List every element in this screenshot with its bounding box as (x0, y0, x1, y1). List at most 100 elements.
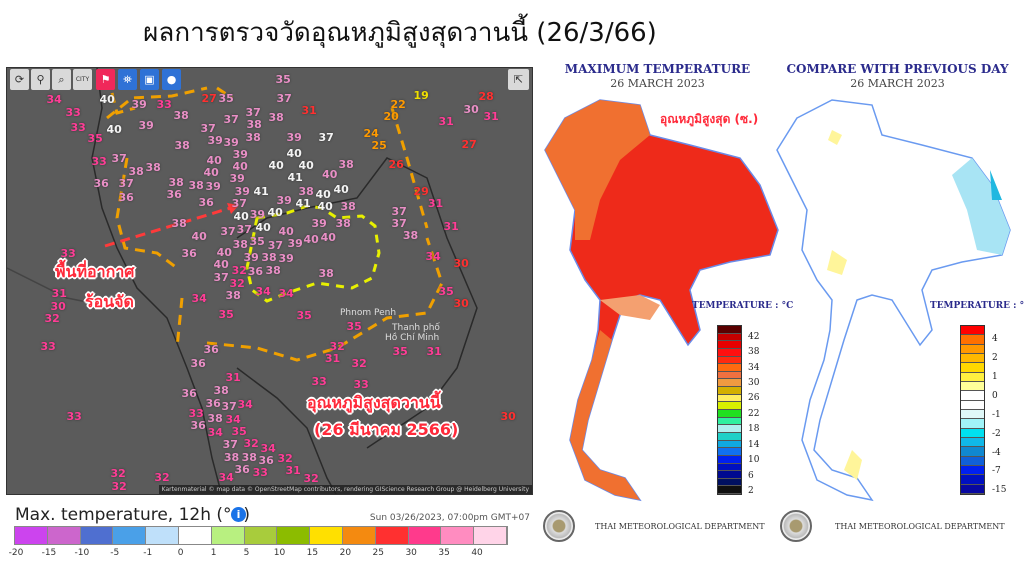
zoom-button[interactable]: ⌕ (52, 69, 71, 90)
station-temperature[interactable]: 30 (500, 409, 516, 423)
station-temperature[interactable]: 37 (111, 151, 127, 165)
station-temperature[interactable]: 39 (234, 185, 250, 198)
station-temperature[interactable]: 40 (216, 245, 232, 259)
station-temperature[interactable]: 37 (223, 112, 239, 126)
station-temperature[interactable]: 33 (70, 120, 86, 134)
station-temperature[interactable]: 38 (245, 130, 261, 144)
station-temperature[interactable]: 37 (118, 176, 134, 190)
station-temperature[interactable]: 35 (249, 235, 265, 249)
station-temperature[interactable]: 37 (231, 197, 247, 211)
station-temperature[interactable]: 36 (190, 356, 206, 370)
location-pin-button[interactable]: ⚲ (31, 69, 50, 90)
station-temperature[interactable]: 38 (268, 110, 284, 124)
station-temperature[interactable]: 33 (91, 154, 107, 168)
station-data-button[interactable]: ▣ (140, 69, 159, 90)
station-temperature[interactable]: 37 (245, 105, 261, 119)
station-temperature[interactable]: 32 (243, 437, 259, 451)
station-temperature[interactable]: 36 (198, 195, 214, 209)
station-temperature[interactable]: 31 (51, 287, 67, 300)
station-temperature[interactable]: 34 (278, 286, 294, 300)
station-temperature[interactable]: 41 (253, 184, 269, 198)
station-temperature[interactable]: 33 (252, 465, 268, 479)
station-temperature[interactable]: 37 (391, 216, 407, 230)
station-temperature[interactable]: 38 (171, 216, 187, 230)
station-temperature[interactable]: 32 (277, 451, 293, 465)
station-temperature[interactable]: 41 (295, 196, 311, 210)
station-temperature[interactable]: 39 (205, 179, 221, 193)
station-temperature[interactable]: 38 (318, 266, 334, 280)
station-temperature[interactable]: 38 (261, 251, 277, 265)
station-temperature[interactable]: 40 (333, 182, 349, 196)
station-temperature[interactable]: 31 (324, 351, 341, 365)
station-temperature[interactable]: 39 (249, 208, 266, 222)
station-temperature[interactable]: 32 (329, 339, 345, 353)
station-temperature[interactable]: 38 (241, 450, 257, 464)
station-temperature[interactable]: 38 (168, 175, 184, 189)
satellite-button[interactable]: ⛯ (118, 69, 137, 90)
station-temperature[interactable]: 38 (232, 238, 248, 252)
station-temperature[interactable]: 32 (111, 479, 127, 493)
station-temperature[interactable]: 38 (265, 263, 281, 277)
station-temperature[interactable]: 33 (40, 339, 56, 353)
station-temperature[interactable]: 32 (231, 264, 247, 277)
station-temperature[interactable]: 31 (285, 464, 301, 478)
station-temperature[interactable]: 38 (174, 138, 190, 152)
station-temperature[interactable]: 40 (267, 205, 283, 219)
station-temperature[interactable]: 38 (173, 108, 189, 122)
station-temperature[interactable]: 38 (338, 157, 354, 171)
station-temperature[interactable]: 33 (353, 377, 369, 391)
weather-map[interactable]: 34 40 39 33 27 35 37 31 22 20 19 35 28 30 31 31 27 33 33 40… (6, 67, 533, 495)
station-temperature[interactable]: 36 (205, 396, 221, 410)
station-temperature[interactable]: 40 (206, 153, 222, 167)
station-temperature[interactable]: 30 (453, 256, 469, 270)
station-temperature[interactable]: 39 (276, 193, 292, 207)
station-temperature[interactable]: 38 (188, 178, 204, 192)
station-temperature[interactable]: 34 (260, 441, 276, 455)
station-temperature[interactable]: 33 (66, 409, 82, 423)
station-temperature[interactable]: 40 (232, 160, 248, 174)
station-temperature[interactable]: 37 (236, 222, 252, 236)
station-temperature[interactable]: 39 (229, 172, 245, 186)
station-temperature[interactable]: 38 (225, 288, 241, 302)
balloon-button[interactable]: ● (162, 69, 181, 90)
station-temperature[interactable]: 36 (166, 187, 182, 201)
station-temperature[interactable]: 38 (145, 160, 161, 174)
station-temperature[interactable]: 33 (188, 406, 204, 420)
station-temperature[interactable]: 39 (286, 130, 302, 144)
station-temperature[interactable]: 25 (371, 138, 387, 152)
station-temperature[interactable]: 31 (225, 370, 241, 384)
station-temperature[interactable]: 38 (207, 411, 223, 425)
station-temperature[interactable]: 40 (317, 200, 333, 214)
station-temperature[interactable]: 40 (322, 167, 338, 181)
station-temperature[interactable]: 30 (453, 296, 469, 310)
station-temperature[interactable]: 40 (203, 165, 219, 179)
station-temperature[interactable]: 37 (276, 91, 292, 105)
station-temperature[interactable]: 36 (203, 342, 219, 356)
station-temperature[interactable]: 37 (221, 399, 237, 413)
station-temperature[interactable]: 35 (275, 72, 291, 86)
station-temperature[interactable]: 40 (191, 229, 207, 243)
station-temperature[interactable]: 34 (218, 470, 234, 484)
station-temperature[interactable]: 26 (388, 157, 404, 171)
station-temperature[interactable]: 32 (44, 311, 60, 325)
station-temperature[interactable]: 35 (87, 131, 103, 145)
station-temperature[interactable]: 38 (335, 216, 351, 230)
station-temperature[interactable]: 40 (99, 93, 115, 107)
station-temperature[interactable]: 30 (50, 299, 66, 313)
station-temperature[interactable]: 39 (311, 216, 327, 230)
station-temperature[interactable]: 33 (156, 97, 172, 111)
station-temperature[interactable]: 32 (110, 466, 126, 480)
station-temperature[interactable]: 38 (298, 184, 314, 198)
station-temperature[interactable]: 31 (426, 345, 442, 359)
share-button[interactable]: ⇱ (508, 69, 529, 90)
station-temperature[interactable]: 39 (138, 118, 154, 132)
station-temperature[interactable]: 34 (207, 425, 223, 439)
station-temperature[interactable]: 39 (131, 97, 147, 111)
station-temperature[interactable]: 38 (223, 450, 240, 464)
station-temperature[interactable]: 32 (154, 470, 170, 484)
station-temperature[interactable]: 38 (213, 383, 229, 397)
station-temperature[interactable]: 39 (223, 135, 239, 149)
station-temperature[interactable]: 31 (438, 114, 454, 128)
station-temperature[interactable]: 37 (267, 239, 283, 253)
station-temperature[interactable]: 22 (390, 97, 406, 111)
